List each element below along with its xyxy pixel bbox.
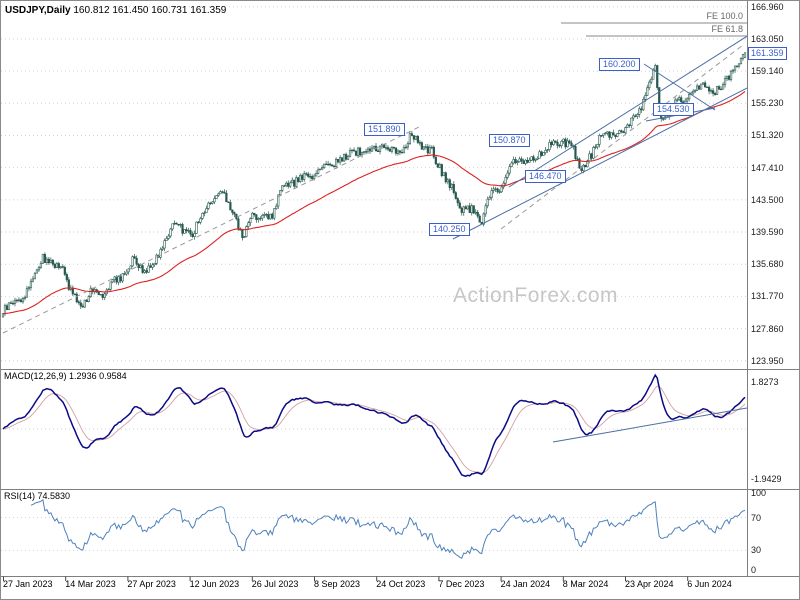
date-axis-label: 26 Jul 2023 <box>251 579 299 589</box>
date-axis-label: 14 Mar 2023 <box>65 579 116 589</box>
date-axis-label: 12 Jun 2023 <box>189 579 240 589</box>
date-axis-label: 27 Apr 2023 <box>127 579 176 589</box>
high-quote: 161.450 <box>112 5 149 16</box>
panel-borders <box>1 1 799 581</box>
price-axis-label: 135.680 <box>751 259 784 270</box>
date-axis-label: 8 Mar 2024 <box>562 579 609 589</box>
price-callout[interactable]: 150.870 <box>489 134 530 147</box>
rsi-panel[interactable] <box>1 498 746 560</box>
moving-average-line <box>2 91 746 315</box>
price-grid <box>1 6 746 362</box>
open-quote: 160.812 <box>73 5 110 16</box>
price-callout[interactable]: 146.470 <box>525 170 566 183</box>
price-axis-label: 151.320 <box>751 130 784 141</box>
rsi-axis-label: 70 <box>751 512 762 523</box>
price-axis-label: 123.950 <box>751 355 784 366</box>
rsi-axis-label: 30 <box>751 545 762 556</box>
macd-axis-min: -1.9429 <box>751 473 782 484</box>
price-axis-label: 147.410 <box>751 162 784 173</box>
date-axis-label: 24 Jan 2024 <box>500 579 551 589</box>
macd-indicator-label: MACD(12,26,9) 1.2936 0.9584 <box>4 371 127 381</box>
fib-expansion-label: FE 100.0 <box>706 11 743 21</box>
current-price-tag: 161.359 <box>748 46 787 60</box>
price-callout[interactable]: 151.890 <box>364 123 405 136</box>
price-axis-label: 131.770 <box>751 291 784 302</box>
symbol-timeframe-label: USDJPY,Daily <box>5 5 71 16</box>
fib-expansion-label: FE 61.8 <box>711 24 743 34</box>
price-callout[interactable]: 140.250 <box>429 223 470 236</box>
price-axis-label: 155.230 <box>751 98 784 109</box>
price-axis-label: 139.590 <box>751 227 784 238</box>
macd-name: MACD(12,26,9) <box>4 371 67 381</box>
candlestick-series[interactable] <box>1 52 747 318</box>
close-quote: 161.359 <box>190 5 227 16</box>
date-axis-label: 24 Oct 2023 <box>376 579 426 589</box>
date-axis-label: 7 Dec 2023 <box>438 579 485 589</box>
price-callout[interactable]: 160.200 <box>599 58 640 71</box>
price-callout[interactable]: 154.530 <box>653 103 694 116</box>
macd-panel[interactable] <box>1 373 747 477</box>
rsi-name: RSI(14) <box>4 491 36 501</box>
chart-title-bar: USDJPY,Daily 160.812 161.450 160.731 161… <box>5 5 226 16</box>
macd-value: 1.2936 <box>69 371 97 381</box>
rsi-indicator-label: RSI(14) 74.5830 <box>4 491 70 501</box>
date-axis-label: 6 Jun 2024 <box>687 579 732 589</box>
macd-main-line <box>2 373 746 477</box>
macd-signal-line <box>2 385 746 474</box>
rsi-line <box>30 498 746 560</box>
date-axis-label: 8 Sep 2023 <box>314 579 361 589</box>
date-axis-label: 27 Jan 2023 <box>3 579 53 589</box>
macd-signal-value: 0.9584 <box>99 371 127 381</box>
price-axis-label: 163.050 <box>751 33 784 44</box>
watermark: ActionForex.com <box>453 284 619 307</box>
rsi-axis-label: 0 <box>751 565 757 575</box>
price-axis-label: 127.860 <box>751 323 784 334</box>
price-axis-label: 143.500 <box>751 194 784 205</box>
price-axis-label: 159.140 <box>751 66 784 77</box>
macd-axis-max: 1.8273 <box>751 377 779 388</box>
rsi-axis-label: 100 <box>751 488 767 498</box>
low-quote: 160.731 <box>151 5 188 16</box>
price-axis-label: 166.960 <box>751 1 784 12</box>
rsi-value: 74.5830 <box>37 491 71 501</box>
date-axis-label: 23 Apr 2024 <box>625 579 674 589</box>
trendlines[interactable] <box>2 35 749 334</box>
macd-trendline <box>552 407 747 443</box>
